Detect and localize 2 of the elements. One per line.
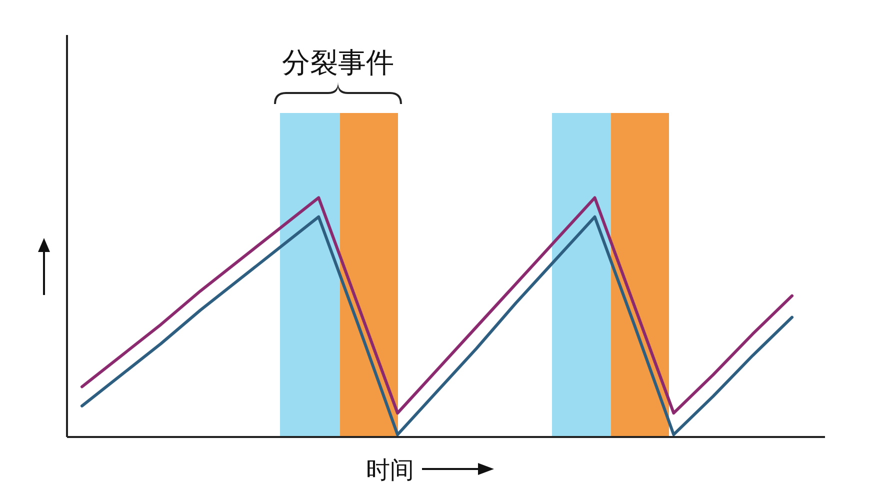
x-axis-title: 时间 [366, 456, 414, 484]
text: 分裂事件 [282, 46, 394, 79]
